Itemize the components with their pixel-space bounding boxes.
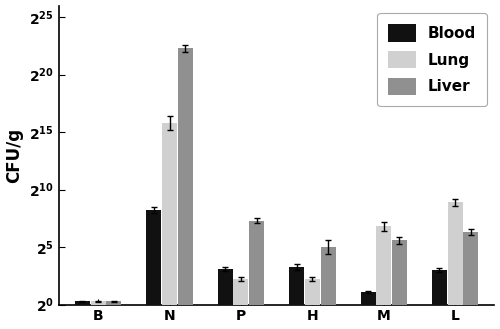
Bar <box>106 301 122 305</box>
Bar <box>146 210 162 305</box>
Bar <box>75 301 90 305</box>
Y-axis label: CFU/g: CFU/g <box>6 128 24 183</box>
Bar <box>305 279 320 305</box>
Bar <box>464 232 478 305</box>
Bar <box>376 226 391 305</box>
Legend: Blood, Lung, Liver: Blood, Lung, Liver <box>378 13 487 106</box>
Bar <box>162 123 177 305</box>
Bar <box>289 266 304 305</box>
Bar <box>90 301 106 305</box>
Bar <box>249 221 264 305</box>
Bar <box>178 48 192 305</box>
Bar <box>448 202 462 305</box>
Bar <box>320 247 336 305</box>
Bar <box>218 269 232 305</box>
Bar <box>234 279 248 305</box>
Bar <box>360 292 376 305</box>
Bar <box>432 270 447 305</box>
Bar <box>392 240 407 305</box>
